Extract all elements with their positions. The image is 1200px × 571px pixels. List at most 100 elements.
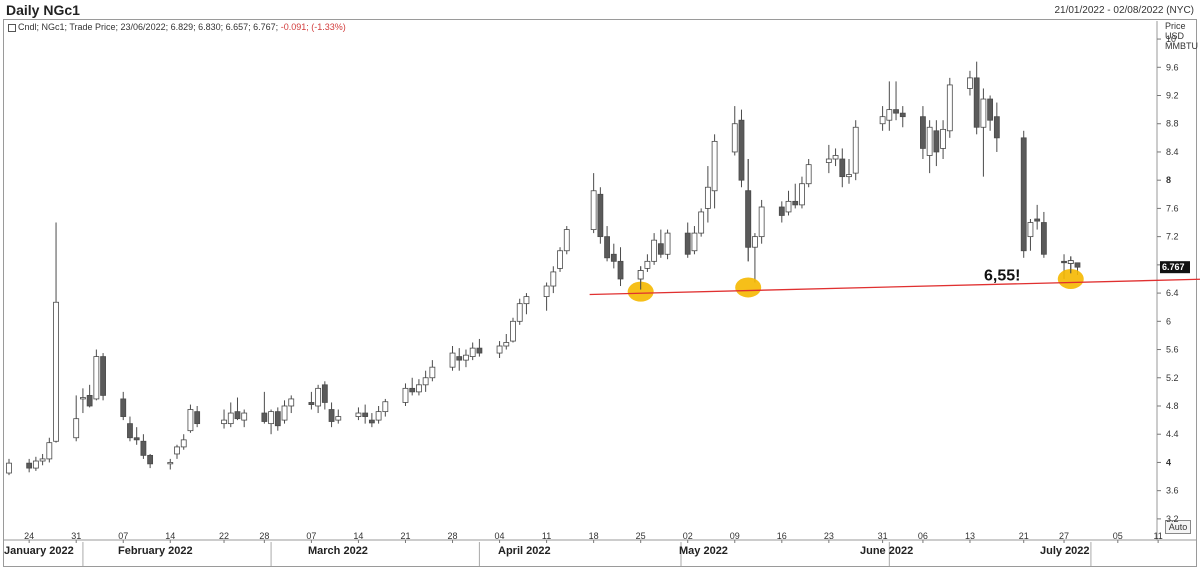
candle: [846, 159, 852, 184]
candle: [382, 398, 389, 417]
candle-body-up: [516, 303, 523, 322]
candle-body-up: [46, 442, 53, 460]
candle: [557, 247, 563, 272]
candle-body-up: [752, 236, 758, 248]
y-tick-label: 10: [1166, 34, 1176, 44]
candle: [180, 434, 187, 450]
candle: [46, 437, 53, 463]
candle-body: [637, 270, 644, 280]
candle: [6, 458, 12, 476]
candle-body-up: [174, 446, 180, 455]
candle-body-up: [557, 250, 563, 269]
candle-body-down: [100, 356, 106, 396]
support-line: [589, 278, 1200, 296]
x-tick-label: 07: [118, 531, 128, 541]
candle: [704, 166, 711, 223]
candle-body-down: [1034, 218, 1041, 222]
candle: [409, 377, 416, 396]
candle-body-down: [973, 77, 980, 128]
x-tick-label: 31: [878, 531, 888, 541]
candle-body-up: [879, 116, 886, 125]
candle-body-up: [510, 320, 516, 342]
candle-body-up: [288, 398, 295, 407]
candle-body-up: [799, 183, 805, 206]
x-tick-label: 21: [400, 531, 410, 541]
candle-body: [745, 190, 752, 248]
candle: [416, 379, 422, 396]
candle-body-up: [32, 460, 39, 469]
month-label: April 2022: [498, 545, 551, 557]
candle-body-up: [449, 352, 456, 368]
candle-body-down: [792, 200, 799, 206]
candle-body-down: [893, 109, 899, 114]
candle-body-down: [120, 398, 127, 417]
candle: [590, 173, 597, 234]
candle: [510, 317, 516, 343]
candle: [187, 404, 194, 433]
month-label: July 2022: [1040, 545, 1090, 557]
candle: [731, 106, 738, 156]
candle-body-down: [274, 411, 281, 427]
candle-body-down: [1040, 222, 1047, 255]
candle: [893, 81, 899, 121]
x-tick-label: 21: [1019, 531, 1029, 541]
candle: [26, 458, 33, 473]
chart-legend: Cndl; NGc1; Trade Price; 23/06/2022; 6.8…: [8, 22, 346, 32]
month-label: June 2022: [860, 545, 913, 557]
candle-body-up: [53, 301, 59, 442]
currency-label: USD: [1165, 31, 1185, 41]
candle: [597, 187, 604, 244]
candle-body-up: [563, 229, 570, 252]
candle: [402, 383, 409, 406]
date-range[interactable]: 21/01/2022 - 02/08/2022 (NYC): [1054, 5, 1194, 16]
candle: [664, 229, 671, 260]
candle: [321, 381, 328, 410]
candle: [368, 413, 375, 428]
candle: [476, 338, 483, 357]
candle: [610, 243, 617, 269]
candle: [355, 407, 362, 421]
candle: [563, 226, 570, 255]
candle-body-down: [1061, 260, 1067, 264]
candle-body-down: [899, 112, 906, 118]
y-tick-label: 4: [1166, 457, 1171, 467]
annotation-label: 6,55!: [984, 268, 1020, 285]
y-tick-label: 3.6: [1166, 486, 1179, 496]
candle: [449, 346, 456, 371]
y-tick-label: 8: [1166, 175, 1171, 185]
candle-body-up: [886, 109, 893, 121]
candle: [261, 391, 268, 424]
candle-body: [1067, 260, 1074, 264]
candle-body-down: [321, 384, 328, 403]
y-tick-label: 5.6: [1166, 345, 1179, 355]
candle-body-down: [456, 356, 463, 361]
candle: [274, 407, 281, 431]
candle: [281, 400, 288, 424]
candle-body-up: [187, 409, 194, 432]
candle-body-down: [409, 387, 416, 393]
candle: [429, 360, 436, 382]
candle-body-up: [503, 342, 510, 347]
candle: [194, 405, 201, 428]
chart-header: Daily NGc1 21/01/2022 - 02/08/2022 (NYC): [0, 0, 1200, 20]
candle: [946, 77, 953, 138]
candle-body-down: [778, 206, 785, 216]
y-tick-label: 6: [1166, 316, 1171, 326]
x-tick-label: 02: [683, 531, 693, 541]
candle-body-up: [550, 271, 557, 287]
candle-body-down: [657, 243, 664, 255]
candle: [711, 134, 718, 209]
candle-body-down: [328, 409, 335, 422]
candle-body-down: [140, 440, 147, 456]
candle-body-up: [832, 155, 839, 160]
candle: [1027, 218, 1034, 251]
candle-body-up: [6, 462, 12, 474]
candle-body-down: [133, 437, 140, 441]
candle-body-down: [604, 236, 610, 259]
candle: [463, 349, 469, 368]
candle-body-down: [933, 130, 940, 153]
x-tick-label: 14: [353, 531, 363, 541]
auto-scale-button[interactable]: Auto: [1165, 520, 1191, 534]
x-tick-label: 22: [219, 531, 229, 541]
